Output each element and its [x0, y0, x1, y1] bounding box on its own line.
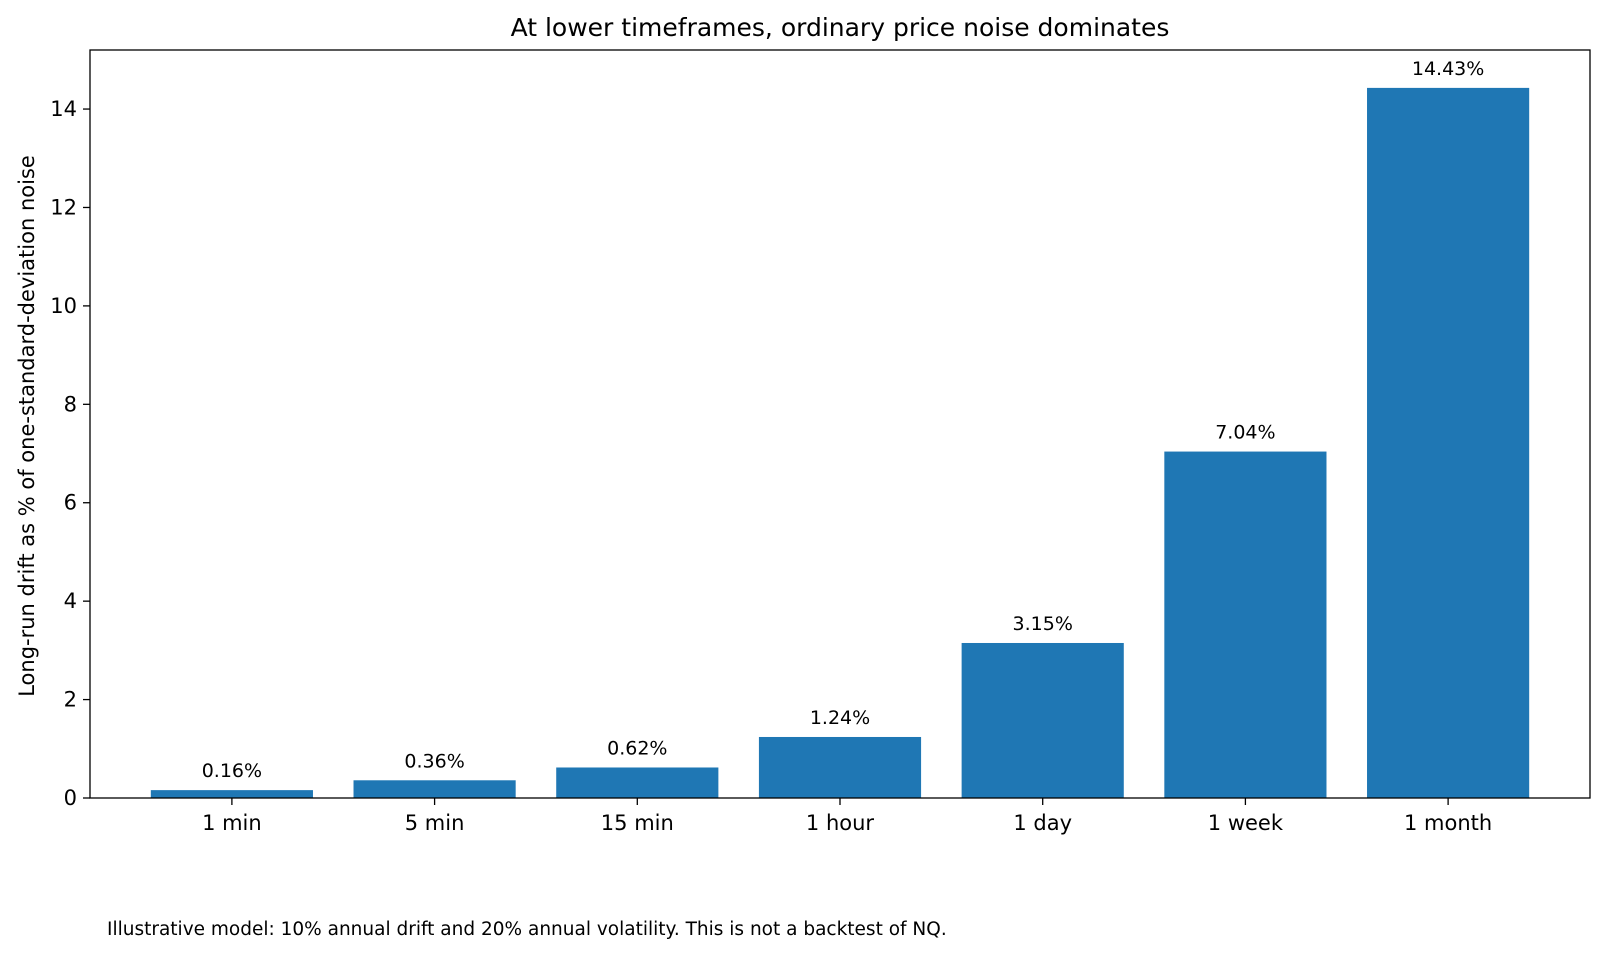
y-tick-label: 14 — [50, 97, 77, 121]
plot-area: 0.16% 0.36% 0.62% 1.24% 3.15% 7.04% 14.43% 1 mi… — [50, 49, 1591, 835]
data-label: 1.24% — [810, 707, 870, 729]
x-tick-label: 1 month — [1404, 811, 1492, 835]
data-label: 14.43% — [1412, 58, 1484, 80]
y-tick-label: 12 — [50, 195, 77, 219]
bar-1-min — [150, 790, 313, 798]
plot-frame — [89, 49, 1591, 799]
x-tick-label: 1 day — [1013, 811, 1072, 835]
data-label: 0.16% — [202, 760, 262, 782]
bar-15-min — [556, 767, 719, 798]
bar-1-day — [961, 642, 1124, 798]
chart-title: At lower timeframes, ordinary price nois… — [511, 13, 1170, 42]
y-tick-label: 10 — [50, 294, 77, 318]
bar-5-min — [353, 780, 516, 798]
y-tick-label: 6 — [64, 491, 77, 515]
y-tick-label: 4 — [64, 589, 77, 613]
bar-1-week — [1164, 451, 1327, 798]
y-axis-label: Long-run drift as % of one-standard-devi… — [15, 155, 39, 697]
x-tick-label: 1 week — [1208, 811, 1284, 835]
x-tick-label: 5 min — [405, 811, 465, 835]
data-label: 7.04% — [1215, 422, 1275, 444]
y-tick-label: 0 — [64, 786, 77, 810]
bar-1-month — [1367, 87, 1530, 799]
data-label: 3.15% — [1013, 613, 1073, 635]
x-tick-label: 1 hour — [806, 811, 875, 835]
bar-1-hour — [758, 736, 922, 798]
y-tick-label: 2 — [64, 688, 77, 712]
y-tick-label: 8 — [64, 392, 77, 416]
footnote: Illustrative model: 10% annual drift and… — [107, 919, 947, 940]
data-label: 0.62% — [607, 737, 667, 759]
data-label: 0.36% — [404, 750, 464, 772]
x-tick-label: 15 min — [601, 811, 674, 835]
x-tick-label: 1 min — [202, 811, 262, 835]
